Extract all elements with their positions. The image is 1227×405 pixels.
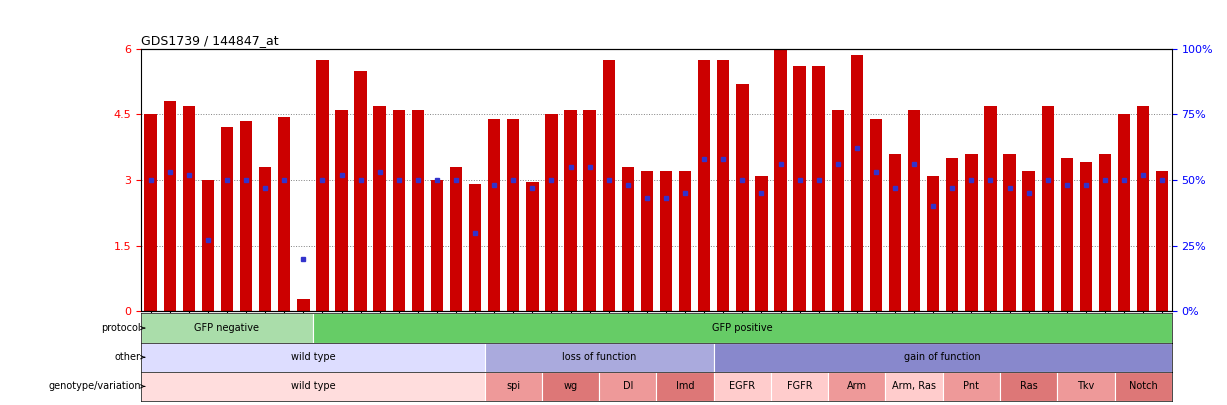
Text: wg: wg <box>563 382 578 391</box>
Bar <box>886 372 942 401</box>
Text: spi: spi <box>507 382 520 391</box>
Bar <box>698 60 710 311</box>
Bar <box>832 110 844 311</box>
Bar <box>966 154 978 311</box>
Bar <box>317 60 329 311</box>
Text: FGFR: FGFR <box>787 382 812 391</box>
Bar <box>1000 372 1058 401</box>
Bar <box>888 154 901 311</box>
Bar <box>279 117 291 311</box>
Text: Imd: Imd <box>676 382 694 391</box>
Bar <box>201 180 213 311</box>
Bar <box>828 372 886 401</box>
Text: Dl: Dl <box>622 382 633 391</box>
Bar <box>679 171 691 311</box>
Bar <box>946 158 958 311</box>
Text: GFP positive: GFP positive <box>712 323 773 333</box>
Bar <box>850 55 863 311</box>
Bar <box>1137 106 1150 311</box>
Bar <box>411 110 425 311</box>
Bar <box>485 372 542 401</box>
Text: Arm: Arm <box>847 382 866 391</box>
Text: Tkv: Tkv <box>1077 382 1094 391</box>
Text: GDS1739 / 144847_at: GDS1739 / 144847_at <box>141 34 279 47</box>
Bar <box>942 372 1000 401</box>
Bar <box>926 176 940 311</box>
Bar <box>908 110 920 311</box>
Bar <box>1022 171 1034 311</box>
Bar <box>313 313 1172 343</box>
Bar <box>431 180 443 311</box>
Bar <box>545 114 557 311</box>
Bar <box>450 167 463 311</box>
Bar <box>141 372 485 401</box>
Text: wild type: wild type <box>291 382 335 391</box>
Bar <box>393 110 405 311</box>
Bar <box>141 343 485 372</box>
Text: wild type: wild type <box>291 352 335 362</box>
Bar <box>1058 372 1114 401</box>
Bar <box>599 372 656 401</box>
Bar <box>141 313 313 343</box>
Text: loss of function: loss of function <box>562 352 637 362</box>
Bar <box>469 184 481 311</box>
Bar <box>660 171 672 311</box>
Bar <box>1004 154 1016 311</box>
Bar <box>221 128 233 311</box>
Bar <box>1114 372 1172 401</box>
Bar <box>736 84 748 311</box>
Bar <box>714 372 771 401</box>
Bar <box>584 110 596 311</box>
Bar <box>542 372 599 401</box>
Bar <box>984 106 996 311</box>
Bar <box>714 343 1172 372</box>
Bar <box>1118 114 1130 311</box>
Bar <box>870 119 882 311</box>
Bar <box>717 60 729 311</box>
Text: Ras: Ras <box>1020 382 1038 391</box>
Bar <box>622 167 634 311</box>
Bar <box>1156 171 1168 311</box>
Bar <box>1060 158 1072 311</box>
Bar <box>774 49 787 311</box>
Text: other: other <box>115 352 141 362</box>
Bar <box>163 101 175 311</box>
Bar <box>1098 154 1112 311</box>
Bar <box>656 372 714 401</box>
Bar <box>145 114 157 311</box>
Bar <box>183 106 195 311</box>
Bar <box>602 60 615 311</box>
Bar <box>526 182 539 311</box>
Bar <box>1042 106 1054 311</box>
Bar <box>640 171 653 311</box>
Text: Arm, Ras: Arm, Ras <box>892 382 936 391</box>
Bar <box>507 119 519 311</box>
Text: Notch: Notch <box>1129 382 1157 391</box>
Bar <box>335 110 347 311</box>
Text: GFP negative: GFP negative <box>195 323 259 333</box>
Bar <box>373 106 385 311</box>
Bar <box>259 167 271 311</box>
Bar <box>485 343 714 372</box>
Bar <box>794 66 806 311</box>
Bar <box>297 299 309 311</box>
Text: Pnt: Pnt <box>963 382 979 391</box>
Bar <box>812 66 825 311</box>
Bar <box>1080 162 1092 311</box>
Bar <box>355 70 367 311</box>
Bar <box>771 372 828 401</box>
Text: protocol: protocol <box>102 323 141 333</box>
Text: EGFR: EGFR <box>729 382 756 391</box>
Bar <box>755 176 768 311</box>
Bar <box>239 121 253 311</box>
Text: genotype/variation: genotype/variation <box>48 382 141 391</box>
Text: gain of function: gain of function <box>904 352 982 362</box>
Bar <box>488 119 501 311</box>
Bar <box>564 110 577 311</box>
